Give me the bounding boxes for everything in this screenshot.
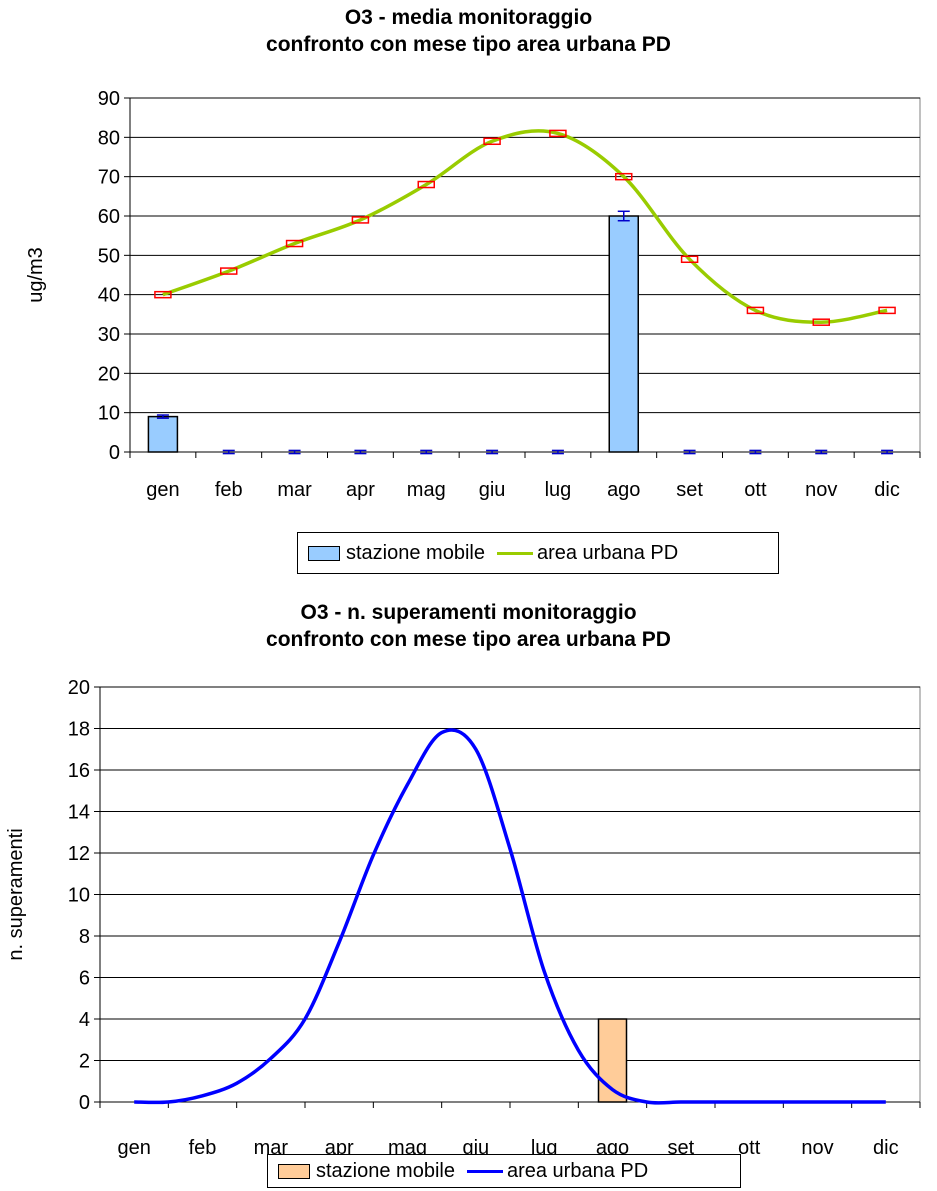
bar-error-bar <box>420 449 433 455</box>
bar-error-bar <box>222 449 235 455</box>
line-error-bar <box>483 137 501 146</box>
x-tick-label: mag <box>407 479 446 501</box>
y-axis-title: ug/m3 <box>25 247 47 303</box>
x-tick-label: lug <box>531 1137 558 1159</box>
line-error-bar <box>680 255 699 264</box>
bar-error-bar <box>815 449 828 455</box>
bar-error-bar <box>881 449 894 455</box>
y-tick-label: 30 <box>98 324 120 346</box>
line-error-bar <box>351 216 370 224</box>
line-error-bar <box>154 290 172 299</box>
x-tick-label: ott <box>738 1137 761 1159</box>
chart-plot: 0 2 4 6 8 10 12 14 16 18 20 gen feb mar apr mag giu lug ag… <box>5 677 921 1159</box>
line-error-bar <box>549 129 567 138</box>
x-tick-label: feb <box>189 1137 217 1159</box>
x-tick-label: gen <box>146 479 179 501</box>
line-error-bar <box>417 180 435 189</box>
y-tick-label: 16 <box>68 760 90 782</box>
legend-line-label: area urbana PD <box>506 1159 649 1182</box>
x-tick-label: mag <box>388 1137 427 1159</box>
y-tick-label: 70 <box>98 167 120 189</box>
x-tick-label: ago <box>607 479 640 501</box>
x-tick-label: set <box>676 479 703 501</box>
legend-bar-swatch <box>278 1163 310 1179</box>
x-tick-label: mar <box>254 1137 289 1159</box>
series-line <box>134 728 886 1105</box>
bar <box>597 1018 628 1103</box>
bar-error-bar <box>354 449 367 455</box>
x-tick-label: dic <box>874 479 900 501</box>
x-tick-label: set <box>667 1137 694 1159</box>
line-error-bar <box>220 267 238 275</box>
legend-bar-label: stazione mobile <box>316 1159 455 1182</box>
chart-media: O3 - media monitoraggio confronto con me… <box>0 0 937 590</box>
y-tick-label: 14 <box>68 802 90 824</box>
y-tick-label: 50 <box>98 245 120 267</box>
x-tick-label: apr <box>325 1137 354 1159</box>
y-tick-label: 8 <box>79 926 90 948</box>
x-tick-label: nov <box>801 1137 833 1159</box>
y-axis-title: n. superamenti <box>5 828 27 960</box>
x-tick-label: mar <box>277 479 312 501</box>
y-tick-label: 4 <box>79 1009 90 1031</box>
line-error-bar <box>812 318 830 326</box>
y-tick-label: 0 <box>109 442 120 464</box>
x-tick-label: dic <box>873 1137 899 1159</box>
line-error-bar <box>615 172 633 181</box>
y-tick-label: 20 <box>68 677 90 699</box>
y-tick-label: 12 <box>68 843 90 865</box>
x-tick-label: lug <box>545 479 572 501</box>
bar <box>608 215 639 453</box>
legend-bar-swatch <box>308 545 340 561</box>
bar-error-bar <box>486 449 499 455</box>
legend-line-label: area urbana PD <box>536 541 679 564</box>
legend-bar-label: stazione mobile <box>346 541 485 564</box>
legend: stazione mobile area urbana PD <box>297 532 779 574</box>
chart-title-line2: confronto con mese tipo area urbana PD <box>266 33 671 56</box>
bar-error-bar <box>749 449 762 455</box>
y-tick-label: 10 <box>68 885 90 907</box>
y-tick-label: 2 <box>79 1051 90 1073</box>
y-tick-label: 80 <box>98 127 120 149</box>
x-tick-label: ott <box>744 479 767 501</box>
chart-title-line1: O3 - n. superamenti monitoraggio <box>300 601 637 624</box>
y-tick-label: 20 <box>98 363 120 385</box>
bar-error-bar <box>683 449 696 455</box>
y-tick-label: 40 <box>98 285 120 307</box>
x-tick-label: feb <box>215 479 243 501</box>
x-tick-label: apr <box>346 479 375 501</box>
bar-error-bar <box>288 449 301 455</box>
y-tick-label: 90 <box>98 88 120 110</box>
y-tick-label: 6 <box>79 968 90 990</box>
x-tick-label: giu <box>479 479 506 501</box>
chart-plot: 0 10 20 30 40 50 60 70 80 90 gen feb mar apr mag giu lug… <box>25 88 921 501</box>
bar-error-bar <box>617 210 630 222</box>
legend-line-swatch <box>496 551 533 555</box>
chart-title-line1: O3 - media monitoraggio <box>344 6 593 29</box>
bar-error-bar <box>156 414 169 419</box>
bar <box>147 415 179 453</box>
y-tick-label: 60 <box>98 206 120 228</box>
chart-title-line2: confronto con mese tipo area urbana PD <box>266 628 671 651</box>
legend-line-swatch <box>466 1169 503 1173</box>
y-tick-label: 10 <box>98 403 120 425</box>
chart-superamenti: O3 - n. superamenti monitoraggio confron… <box>0 595 937 1191</box>
series-line <box>162 129 888 324</box>
y-tick-label: 0 <box>79 1092 90 1114</box>
x-tick-label: giu <box>462 1137 489 1159</box>
line-error-bar <box>878 306 896 315</box>
x-tick-label: nov <box>805 479 837 501</box>
bar-error-bar <box>551 449 564 455</box>
y-tick-label: 18 <box>68 719 90 741</box>
legend: stazione mobile area urbana PD <box>267 1154 741 1188</box>
x-tick-label: ago <box>596 1137 629 1159</box>
line-error-bar <box>285 239 304 248</box>
x-tick-label: gen <box>117 1137 150 1159</box>
line-error-bar <box>746 306 765 315</box>
plot-area <box>129 97 921 453</box>
